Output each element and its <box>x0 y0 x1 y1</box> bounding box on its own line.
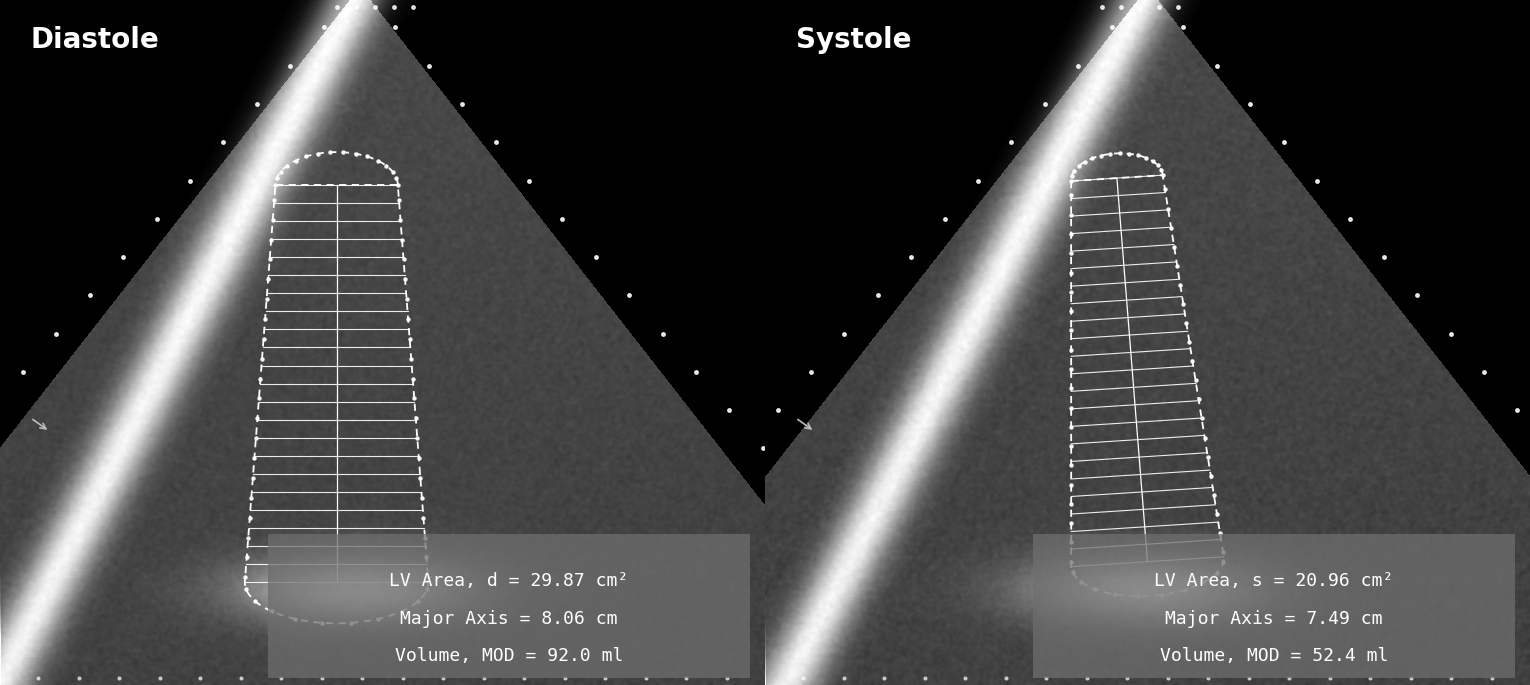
Text: LV Area, d = 29.87 cm²: LV Area, d = 29.87 cm² <box>389 572 629 590</box>
Text: Volume, MOD = 52.4 ml: Volume, MOD = 52.4 ml <box>1160 647 1388 665</box>
FancyBboxPatch shape <box>268 534 750 678</box>
Text: Systole: Systole <box>796 26 910 54</box>
FancyBboxPatch shape <box>1033 534 1515 678</box>
Text: LV Area, s = 20.96 cm²: LV Area, s = 20.96 cm² <box>1154 572 1394 590</box>
Text: Diastole: Diastole <box>31 26 159 54</box>
Text: Major Axis = 7.49 cm: Major Axis = 7.49 cm <box>1164 610 1383 627</box>
Text: Volume, MOD = 92.0 ml: Volume, MOD = 92.0 ml <box>395 647 623 665</box>
Text: Major Axis = 8.06 cm: Major Axis = 8.06 cm <box>399 610 618 627</box>
